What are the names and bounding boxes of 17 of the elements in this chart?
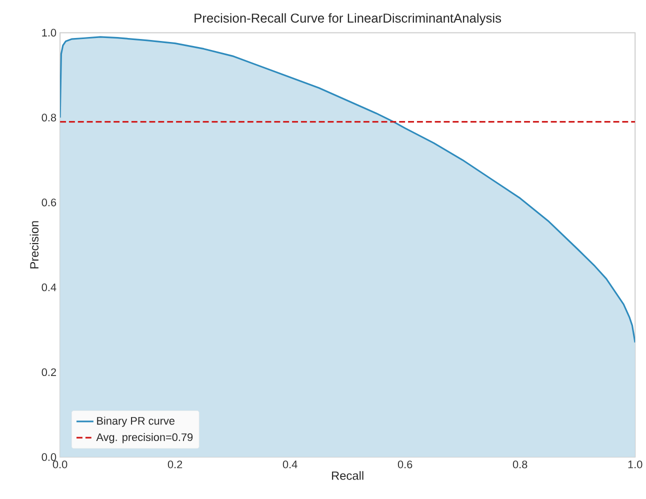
- legend-label: Binary PR curve: [97, 416, 174, 428]
- x-tick-label: 0.4: [282, 460, 298, 468]
- legend-label: Avg. precision=0.79: [96, 433, 193, 444]
- x-tick-label: 1.0: [628, 460, 642, 468]
- y-tick-label: 1.0: [42, 29, 56, 37]
- x-tick-label: 0.2: [168, 460, 182, 468]
- y-tick-label: 0.0: [42, 453, 56, 462]
- x-tick-label: 0.8: [512, 460, 528, 468]
- y-tick-label: 0.6: [42, 198, 56, 206]
- x-tick-label: 0.6: [398, 460, 412, 468]
- y-axis-title: Precision: [30, 221, 39, 269]
- y-tick-label: 0.8: [42, 114, 56, 122]
- x-tick-label: 0.0: [52, 460, 68, 468]
- chart-title: Precision-Recall Curve for LinearDiscriminantAnalysis: [194, 13, 502, 26]
- y-tick-label: 0.2: [42, 368, 56, 376]
- y-tick-label: 0.4: [42, 284, 56, 292]
- x-axis-title: Recall: [332, 471, 364, 480]
